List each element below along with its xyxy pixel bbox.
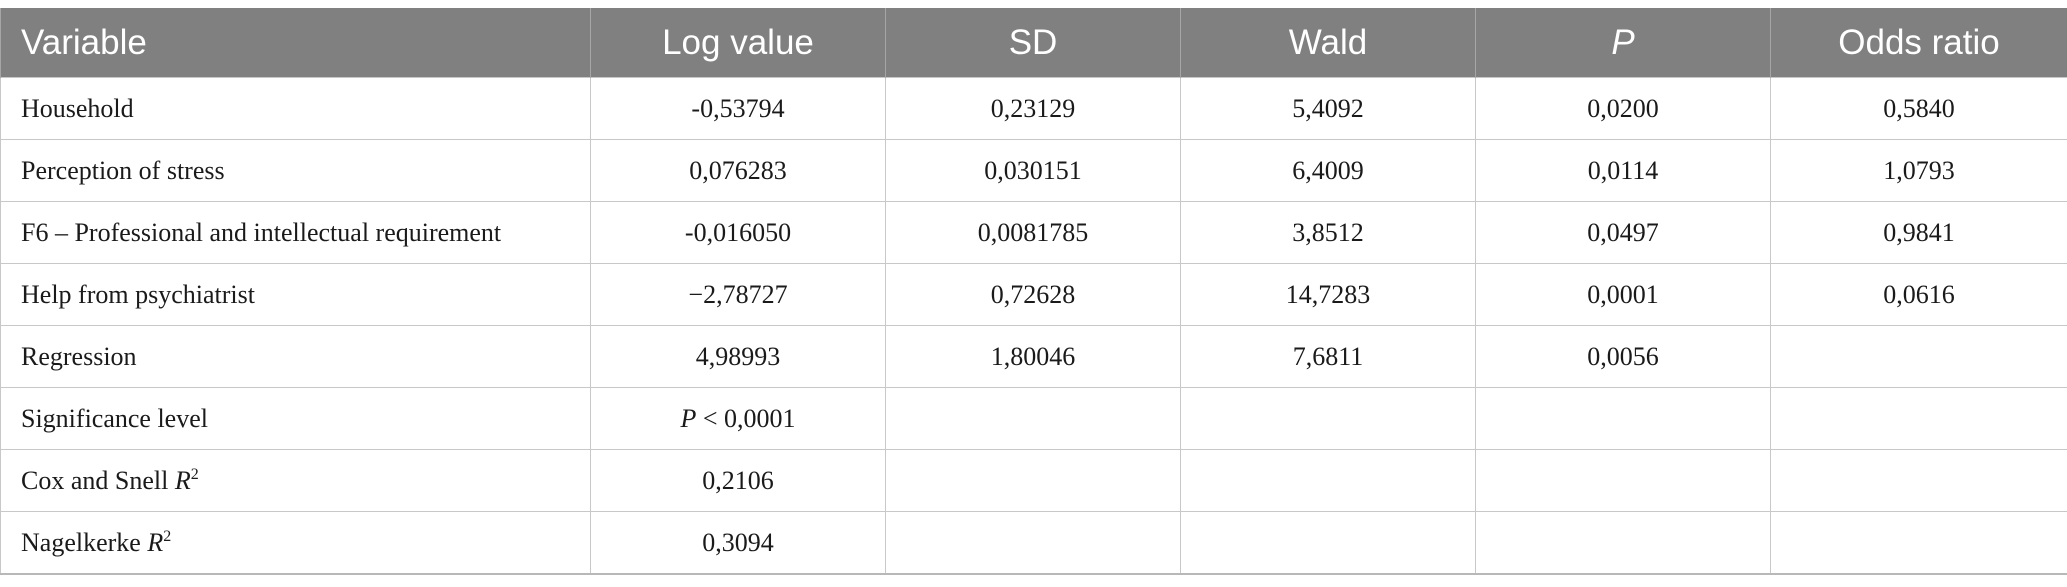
cell-log-value: 0,076283	[590, 139, 886, 202]
cell-wald: 14,7283	[1180, 263, 1476, 326]
variable-text: Cox and Snell	[21, 465, 175, 495]
cell-odds-ratio: 0,5840	[1770, 77, 2067, 140]
p-threshold: < 0,0001	[696, 403, 796, 433]
cell-odds-ratio	[1770, 387, 2067, 450]
cell-sd	[885, 449, 1181, 512]
cell-wald	[1180, 387, 1476, 450]
r-symbol: R	[147, 527, 164, 557]
cell-log-value: -0,016050	[590, 201, 886, 264]
header-wald: Wald	[1180, 8, 1476, 78]
regression-table: Variable Log value SD Wald P Odds ratio …	[0, 8, 2067, 575]
header-row: Variable Log value SD Wald P Odds ratio	[0, 8, 2067, 78]
cell-log-value: -0,53794	[590, 77, 886, 140]
cell-variable: Help from psychiatrist	[0, 263, 591, 326]
cell-variable: Nagelkerke R2	[0, 511, 591, 575]
cell-odds-ratio	[1770, 449, 2067, 512]
header-sd: SD	[885, 8, 1181, 78]
cell-odds-ratio	[1770, 511, 2067, 575]
r-symbol: R	[174, 465, 191, 495]
cell-sd	[885, 387, 1181, 450]
cell-variable: Regression	[0, 325, 591, 388]
cell-p: 0,0114	[1475, 139, 1771, 202]
cell-sd: 0,0081785	[885, 201, 1181, 264]
cell-sd: 0,72628	[885, 263, 1181, 326]
cell-p: 0,0200	[1475, 77, 1771, 140]
header-variable: Variable	[0, 8, 591, 78]
cell-wald: 5,4092	[1180, 77, 1476, 140]
cell-log-value: −2,78727	[590, 263, 886, 326]
cell-log-value: 4,98993	[590, 325, 886, 388]
header-log-value: Log value	[590, 8, 886, 78]
cell-odds-ratio: 0,9841	[1770, 201, 2067, 264]
cell-sd: 0,23129	[885, 77, 1181, 140]
cell-variable: Significance level	[0, 387, 591, 450]
variable-text: Nagelkerke	[21, 527, 148, 557]
table-row: Cox and Snell R2 0,2106	[0, 449, 2067, 512]
header-odds-ratio: Odds ratio	[1770, 8, 2067, 78]
cell-wald: 3,8512	[1180, 201, 1476, 264]
superscript-two: 2	[163, 527, 172, 545]
cell-p: 0,0497	[1475, 201, 1771, 264]
cell-log-value: 0,2106	[590, 449, 886, 512]
cell-variable: Perception of stress	[0, 139, 591, 202]
cell-sd: 0,030151	[885, 139, 1181, 202]
cell-wald: 7,6811	[1180, 325, 1476, 388]
cell-p	[1475, 387, 1771, 450]
table-header: Variable Log value SD Wald P Odds ratio	[0, 8, 2067, 78]
cell-p: 0,0001	[1475, 263, 1771, 326]
cell-variable: Cox and Snell R2	[0, 449, 591, 512]
cell-sd: 1,80046	[885, 325, 1181, 388]
cell-p	[1475, 449, 1771, 512]
table-row: Perception of stress 0,076283 0,030151 6…	[0, 139, 2067, 202]
cell-wald	[1180, 511, 1476, 575]
table-row: F6 – Professional and intellectual requi…	[0, 201, 2067, 264]
cell-p: 0,0056	[1475, 325, 1771, 388]
cell-odds-ratio	[1770, 325, 2067, 388]
table-row: Help from psychiatrist −2,78727 0,72628 …	[0, 263, 2067, 326]
cell-p	[1475, 511, 1771, 575]
table-body: Household -0,53794 0,23129 5,4092 0,0200…	[0, 77, 2067, 575]
cell-wald: 6,4009	[1180, 139, 1476, 202]
cell-variable: F6 – Professional and intellectual requi…	[0, 201, 591, 264]
table-row: Household -0,53794 0,23129 5,4092 0,0200…	[0, 77, 2067, 140]
table-row: Significance level P < 0,0001	[0, 387, 2067, 450]
header-p: P	[1475, 8, 1771, 78]
cell-odds-ratio: 0,0616	[1770, 263, 2067, 326]
header-p-label: P	[1611, 22, 1635, 62]
table-row: Nagelkerke R2 0,3094	[0, 511, 2067, 575]
cell-log-value: P < 0,0001	[590, 387, 886, 450]
cell-wald	[1180, 449, 1476, 512]
table-row: Regression 4,98993 1,80046 7,6811 0,0056	[0, 325, 2067, 388]
p-symbol: P	[680, 403, 697, 433]
superscript-two: 2	[190, 465, 199, 483]
cell-sd	[885, 511, 1181, 575]
cell-variable: Household	[0, 77, 591, 140]
cell-odds-ratio: 1,0793	[1770, 139, 2067, 202]
cell-log-value: 0,3094	[590, 511, 886, 575]
